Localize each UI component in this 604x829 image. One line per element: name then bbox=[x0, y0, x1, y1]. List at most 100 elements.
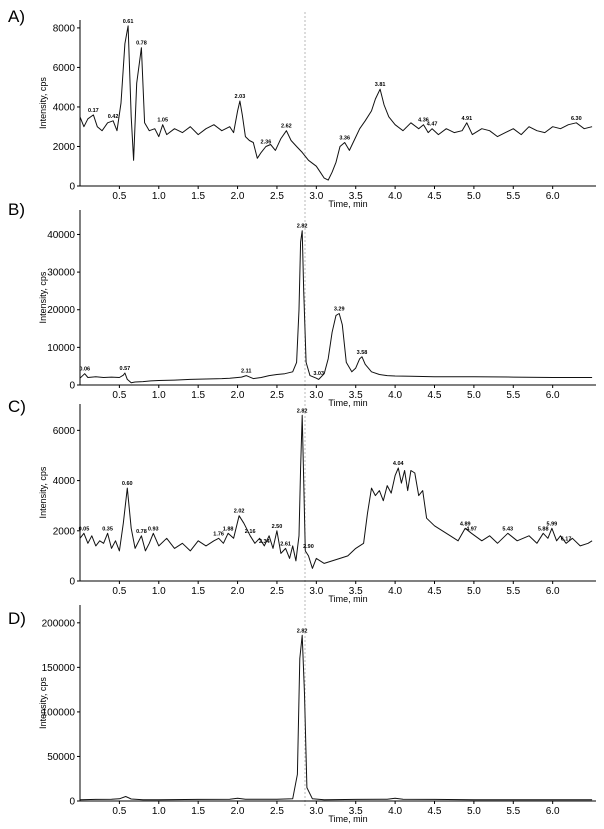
chromatogram-trace bbox=[79, 634, 593, 801]
x-tick-label: 5.5 bbox=[506, 390, 520, 401]
panel-label: A) bbox=[8, 7, 25, 26]
y-tick-label: 0 bbox=[69, 797, 75, 808]
peak-label: 4.97 bbox=[466, 526, 477, 532]
x-tick-label: 4.5 bbox=[428, 191, 442, 202]
chromatogram-trace bbox=[79, 230, 593, 384]
x-tick-label: 3.0 bbox=[309, 191, 323, 202]
y-tick-label: 0 bbox=[69, 577, 75, 588]
x-tick-label: 1.5 bbox=[191, 586, 205, 597]
y-tick-label: 100000 bbox=[42, 707, 76, 718]
panel-label: C) bbox=[8, 397, 26, 416]
y-tick-label: 8000 bbox=[53, 23, 76, 34]
peak-label: 2.82 bbox=[297, 628, 308, 634]
peak-label: 2.62 bbox=[281, 124, 292, 130]
peak-label: 6.30 bbox=[571, 116, 582, 122]
peak-label: 2.02 bbox=[234, 509, 245, 515]
x-tick-label: 2.0 bbox=[231, 191, 245, 202]
peak-label: 4.36 bbox=[418, 118, 429, 124]
x-tick-label: 0.5 bbox=[112, 390, 126, 401]
y-tick-label: 40000 bbox=[47, 230, 75, 241]
peak-label: 4.04 bbox=[393, 461, 405, 467]
y-tick-label: 50000 bbox=[47, 752, 75, 763]
x-tick-label: 6.0 bbox=[546, 390, 560, 401]
y-tick-label: 2000 bbox=[53, 526, 76, 537]
x-tick-label: 1.0 bbox=[152, 390, 166, 401]
chromatogram-trace bbox=[79, 25, 593, 181]
x-axis-title: Time, min bbox=[328, 398, 367, 408]
x-tick-label: 1.5 bbox=[191, 191, 205, 202]
x-tick-label: 2.5 bbox=[270, 806, 284, 817]
peak-label: 2.36 bbox=[261, 139, 272, 145]
peak-label: 2.03 bbox=[235, 94, 246, 100]
peak-label: 3.29 bbox=[334, 306, 345, 312]
x-tick-label: 0.5 bbox=[112, 806, 126, 817]
peak-label: 5.43 bbox=[502, 526, 513, 532]
x-tick-label: 2.0 bbox=[231, 390, 245, 401]
peak-label: 2.90 bbox=[303, 544, 314, 550]
x-tick-label: 2.0 bbox=[231, 806, 245, 817]
x-tick-label: 3.5 bbox=[349, 390, 363, 401]
y-tick-label: 4000 bbox=[53, 102, 76, 113]
x-tick-label: 1.0 bbox=[152, 191, 166, 202]
y-tick-label: 6000 bbox=[53, 426, 76, 437]
x-tick-label: 2.5 bbox=[270, 390, 284, 401]
peak-label: 5.99 bbox=[547, 521, 558, 527]
x-tick-label: 5.5 bbox=[506, 806, 520, 817]
x-tick-label: 6.0 bbox=[546, 586, 560, 597]
peak-label: 2.16 bbox=[245, 529, 256, 535]
x-tick-label: 1.0 bbox=[152, 586, 166, 597]
x-tick-label: 4.0 bbox=[388, 390, 402, 401]
x-tick-label: 6.0 bbox=[546, 191, 560, 202]
x-tick-label: 3.0 bbox=[309, 586, 323, 597]
peak-label: 0.57 bbox=[120, 366, 131, 372]
peak-label: 3.36 bbox=[339, 136, 350, 142]
panel-label: D) bbox=[8, 609, 26, 628]
x-tick-label: 0.5 bbox=[112, 191, 126, 202]
y-tick-label: 200000 bbox=[42, 618, 76, 629]
x-tick-label: 4.0 bbox=[388, 191, 402, 202]
x-axis-title: Time, min bbox=[328, 814, 367, 824]
x-tick-label: 3.5 bbox=[349, 806, 363, 817]
peak-label: 1.76 bbox=[213, 531, 224, 537]
x-tick-label: 5.5 bbox=[506, 586, 520, 597]
peak-label: 0.78 bbox=[136, 41, 147, 47]
y-axis-title: Intensity, cps bbox=[38, 271, 48, 323]
y-tick-label: 0 bbox=[69, 182, 75, 193]
chromatogram-trace bbox=[79, 414, 593, 569]
y-tick-label: 6000 bbox=[53, 63, 76, 74]
peak-label: 2.34 bbox=[259, 539, 271, 545]
peak-label: 2.82 bbox=[297, 408, 308, 414]
y-axis-title: Intensity, cps bbox=[38, 677, 48, 729]
peak-label: 0.42 bbox=[108, 114, 119, 120]
x-tick-label: 0.5 bbox=[112, 586, 126, 597]
x-tick-label: 1.0 bbox=[152, 806, 166, 817]
peak-label: 0.06 bbox=[79, 367, 90, 373]
x-tick-label: 3.0 bbox=[309, 390, 323, 401]
peak-label: 2.82 bbox=[297, 224, 308, 230]
x-tick-label: 2.5 bbox=[270, 586, 284, 597]
x-tick-label: 4.5 bbox=[428, 806, 442, 817]
peak-label: 6.17 bbox=[561, 536, 572, 542]
panel-label: B) bbox=[8, 200, 25, 219]
y-axis-title: Intensity, cps bbox=[38, 77, 48, 129]
peak-label: 5.88 bbox=[538, 526, 549, 532]
y-tick-label: 150000 bbox=[42, 663, 76, 674]
y-tick-label: 0 bbox=[69, 381, 75, 392]
x-tick-label: 4.5 bbox=[428, 390, 442, 401]
x-tick-label: 5.5 bbox=[506, 191, 520, 202]
x-tick-label: 3.5 bbox=[349, 191, 363, 202]
peak-label: 2.50 bbox=[272, 524, 283, 530]
peak-label: 2.11 bbox=[241, 369, 251, 375]
x-tick-label: 5.0 bbox=[467, 806, 481, 817]
x-tick-label: 4.5 bbox=[428, 586, 442, 597]
peak-label: 4.47 bbox=[427, 122, 438, 128]
y-axis-title: Intensity, cps bbox=[38, 466, 48, 518]
x-tick-label: 5.0 bbox=[467, 586, 481, 597]
peak-label: 0.17 bbox=[88, 108, 99, 114]
x-tick-label: 4.0 bbox=[388, 586, 402, 597]
x-tick-label: 2.0 bbox=[231, 586, 245, 597]
x-tick-label: 1.5 bbox=[191, 806, 205, 817]
peak-label: 3.81 bbox=[375, 82, 386, 88]
x-tick-label: 5.0 bbox=[467, 191, 481, 202]
